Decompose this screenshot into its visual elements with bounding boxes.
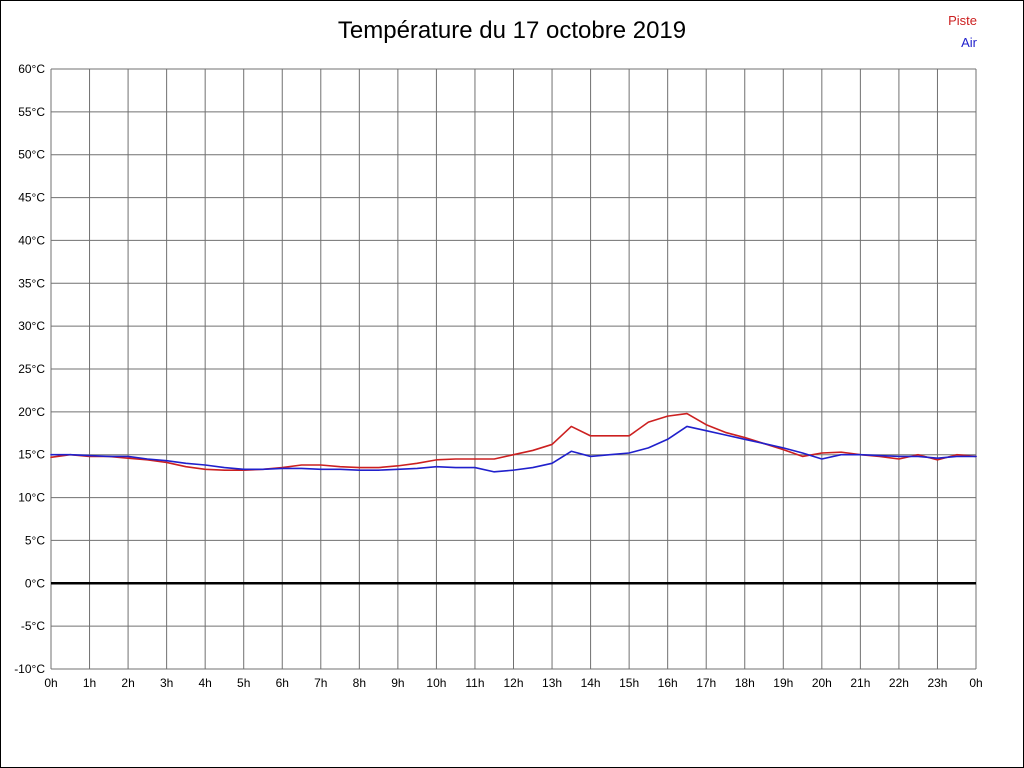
y-tick-label: 50°C bbox=[18, 148, 45, 162]
x-tick-label: 16h bbox=[658, 676, 678, 690]
x-tick-label: 10h bbox=[426, 676, 446, 690]
y-tick-label: 25°C bbox=[18, 362, 45, 376]
x-tick-label: 0h bbox=[44, 676, 57, 690]
y-tick-label: 45°C bbox=[18, 191, 45, 205]
x-tick-label: 7h bbox=[314, 676, 327, 690]
y-tick-label: -10°C bbox=[14, 662, 45, 676]
x-tick-label: 8h bbox=[353, 676, 366, 690]
x-tick-label: 12h bbox=[503, 676, 523, 690]
series-line-air bbox=[50, 425, 977, 473]
series-line-piste bbox=[50, 412, 977, 471]
x-tick-label: 14h bbox=[581, 676, 601, 690]
x-tick-label: 18h bbox=[735, 676, 755, 690]
x-tick-label: 2h bbox=[121, 676, 134, 690]
y-tick-label: -5°C bbox=[21, 619, 45, 633]
y-tick-label: 0°C bbox=[25, 576, 45, 590]
x-tick-label: 11h bbox=[465, 676, 484, 690]
x-tick-label: 22h bbox=[889, 676, 909, 690]
x-tick-label: 17h bbox=[696, 676, 716, 690]
y-tick-label: 55°C bbox=[18, 105, 45, 119]
y-tick-label: 30°C bbox=[18, 319, 45, 333]
y-tick-label: 10°C bbox=[18, 491, 45, 505]
x-tick-label: 6h bbox=[276, 676, 289, 690]
y-tick-label: 35°C bbox=[18, 276, 45, 290]
y-tick-label: 20°C bbox=[18, 405, 45, 419]
x-tick-label: 20h bbox=[812, 676, 832, 690]
y-tick-label: 40°C bbox=[18, 233, 45, 247]
legend-item-air: Air bbox=[961, 35, 977, 50]
x-tick-label: 4h bbox=[198, 676, 211, 690]
y-tick-label: 15°C bbox=[18, 448, 45, 462]
legend: Piste Air bbox=[948, 13, 977, 50]
x-tick-label: 1h bbox=[83, 676, 96, 690]
x-tick-label: 0h bbox=[969, 676, 982, 690]
x-tick-label: 13h bbox=[542, 676, 562, 690]
y-tick-label: 60°C bbox=[18, 62, 45, 76]
x-tick-label: 23h bbox=[927, 676, 947, 690]
x-tick-label: 3h bbox=[160, 676, 173, 690]
y-tick-label: 5°C bbox=[25, 533, 45, 547]
x-tick-label: 5h bbox=[237, 676, 250, 690]
legend-item-piste: Piste bbox=[948, 13, 977, 28]
chart-title: Température du 17 octobre 2019 bbox=[337, 17, 687, 44]
x-tick-label: 9h bbox=[391, 676, 404, 690]
x-tick-label: 19h bbox=[773, 676, 793, 690]
x-tick-label: 21h bbox=[850, 676, 870, 690]
x-tick-label: 15h bbox=[619, 676, 639, 690]
